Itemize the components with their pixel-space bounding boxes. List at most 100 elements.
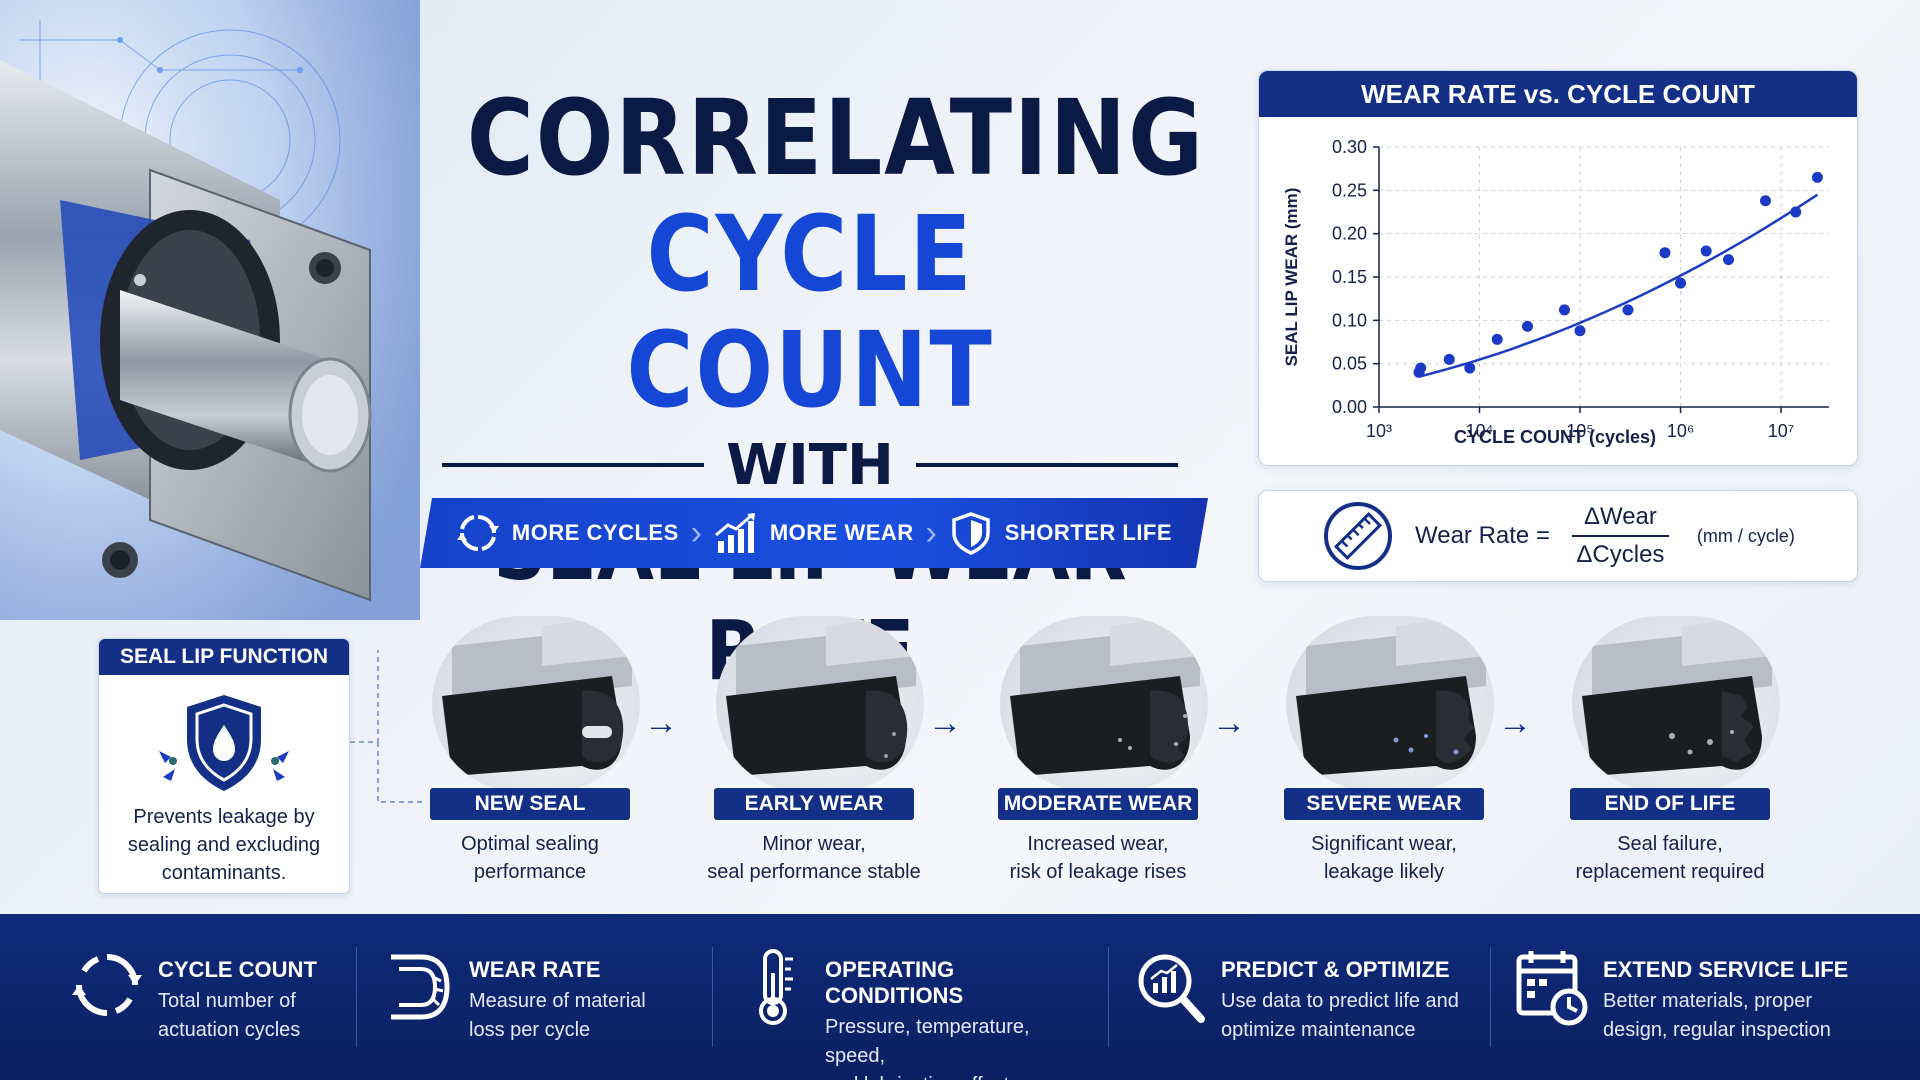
ribbon-item-more-wear: MORE WEAR (714, 511, 914, 555)
ribbon-item-more-cycles: MORE CYCLES (456, 511, 679, 555)
data-point (1415, 362, 1427, 374)
factor-text: Total number of actuation cycles (158, 987, 317, 1045)
factor-text: Use data to predict life and optimize ma… (1221, 987, 1459, 1045)
stage-label: NEW SEAL (430, 788, 630, 820)
stage-moderate-wear: MODERATE WEAR Increased wear, risk of le… (982, 616, 1222, 896)
shield-icon (949, 511, 993, 555)
stage-severe-wear: SEVERE WEAR Significant wear, leakage li… (1268, 616, 1508, 896)
formula-unit: (mm / cycle) (1696, 525, 1795, 546)
title-line-with: WITH (726, 432, 894, 498)
stage-label: MODERATE WEAR (998, 788, 1198, 820)
data-point (1759, 195, 1771, 207)
factor-text-line1: Pressure, temperature, speed, (825, 1016, 1030, 1067)
ribbon-label-more-wear: MORE WEAR (769, 520, 914, 545)
stage-desc-line2: replacement required (1575, 861, 1765, 883)
factor-text-line2: and lubrication affect wear (825, 1071, 1084, 1080)
stage-desc-line2: risk of leakage rises (1009, 861, 1187, 883)
formula-denominator: ΔCycles (1576, 541, 1665, 568)
y-tick-label: 0.30 (1332, 137, 1367, 157)
y-tick-label: 0.00 (1332, 397, 1367, 417)
data-point (1622, 304, 1634, 316)
y-tick-label: 0.20 (1332, 224, 1367, 244)
seal-photo-end-of-life (1572, 616, 1780, 792)
formula-label: Wear Rate = (1415, 522, 1550, 549)
data-point (1700, 245, 1712, 257)
stage-description: Significant wear, leakage likely (1268, 830, 1500, 886)
connector-line (350, 650, 424, 803)
magnifier-chart-icon (1138, 954, 1205, 1023)
stage-desc-line1: Minor wear, (762, 833, 866, 855)
chart-points (1413, 171, 1823, 378)
stage-arrow-icon: → (644, 704, 678, 742)
data-point (1521, 320, 1533, 332)
factor-title: OPERATING CONDITIONS (825, 957, 964, 1008)
calendar-clock-icon (1516, 951, 1588, 1026)
y-axis-label: SEAL LIP WEAR (mm) (1282, 188, 1301, 367)
title-rule-left (442, 463, 705, 467)
main-title: CORRELATING CYCLE COUNT WITH SEAL LIP WE… (420, 77, 1205, 702)
x-tick-label: 10³ (1366, 421, 1392, 441)
stage-label: END OF LIFE (1570, 788, 1770, 820)
function-card-text: Prevents leakage by sealing and excludin… (127, 806, 321, 884)
function-card-title: SEAL LIP FUNCTION (99, 639, 349, 675)
stage-desc-line2: leakage likely (1323, 861, 1445, 883)
wear-chart-panel: WEAR RATE vs. CYCLE COUNT 0.00 0.05 0.10 0.… (1258, 70, 1858, 466)
factor-cycle-count: CYCLE COUNT Total number of actuation cy… (0, 947, 356, 1047)
data-point (1790, 206, 1802, 218)
title-line-correlating: CORRELATING (466, 77, 1205, 199)
stage-description: Optimal sealing performance (414, 830, 646, 886)
factor-extend-service-life: EXTEND SERVICE LIFE Better materials, pr… (1490, 947, 1920, 1047)
stage-arrow-icon: → (928, 704, 962, 742)
cycle-icon (72, 954, 142, 1016)
ribbon-label-more-cycles: MORE CYCLES (511, 520, 679, 545)
ruler-icon (1324, 502, 1392, 570)
data-point (1464, 362, 1476, 374)
stage-label: EARLY WEAR (714, 788, 914, 820)
stage-label: SEVERE WEAR (1284, 788, 1484, 820)
stage-description: Minor wear, seal performance stable (698, 830, 930, 886)
cylinder-cutaway-illustration (0, 0, 420, 620)
factor-text: Better materials, proper design, regular… (1603, 987, 1848, 1045)
factor-text-line2: design, regular inspection (1603, 1019, 1831, 1041)
data-point (1811, 171, 1823, 183)
x-tick-label: 10⁶ (1667, 421, 1694, 441)
data-point (1675, 277, 1687, 289)
factor-text-line1: Use data to predict life and (1221, 990, 1459, 1012)
factor-text: Pressure, temperature, speed, and lubric… (825, 1013, 1084, 1080)
formula-numerator: ΔWear (1571, 503, 1669, 537)
factor-operating-conditions: OPERATING CONDITIONS Pressure, temperatu… (712, 947, 1108, 1080)
stage-new-seal: NEW SEAL Optimal sealing performance (414, 616, 654, 896)
formula-fraction: ΔWear ΔCycles (1571, 503, 1669, 569)
factor-title: WEAR RATE (469, 957, 601, 982)
ribbon-item-shorter-life: SHORTER LIFE (949, 511, 1172, 555)
key-factors-strip: CYCLE COUNT Total number of actuation cy… (0, 914, 1920, 1080)
stage-desc-line1: Increased wear, (1027, 833, 1169, 855)
title-line-cycle-count: CYCLE COUNT (626, 193, 994, 431)
factor-wear-rate: WEAR RATE Measure of material loss per c… (356, 947, 712, 1047)
factor-text: Measure of material loss per cycle (469, 987, 646, 1045)
data-point (1443, 353, 1455, 365)
stage-description: Seal failure, replacement required (1554, 830, 1786, 886)
title-rule-right (915, 463, 1179, 467)
cycle-arrows-icon (456, 511, 500, 555)
factor-text-line2: actuation cycles (158, 1019, 301, 1041)
factor-text-line1: Better materials, proper (1603, 990, 1812, 1012)
y-tick-label: 0.10 (1332, 310, 1367, 330)
chart-ticks: 0.00 0.05 0.10 0.15 0.20 0.25 0.30 10³ 10⁴ 10⁵ 10⁶… (1332, 137, 1794, 441)
ribbon-label-shorter-life: SHORTER LIFE (1004, 520, 1173, 545)
chart-trendline (1418, 193, 1819, 378)
y-tick-label: 0.25 (1332, 180, 1367, 200)
data-point (1558, 304, 1570, 316)
factor-text-line2: optimize maintenance (1221, 1019, 1416, 1041)
stage-desc-line1: Seal failure, (1617, 833, 1723, 855)
ribbon-chevron: › (925, 513, 937, 552)
y-tick-label: 0.05 (1332, 354, 1367, 374)
wear-scatter-chart: 0.00 0.05 0.10 0.15 0.20 0.25 0.30 10³ 10⁴ 10⁵ 10⁶… (1282, 137, 1829, 447)
shield-droplet-icon (159, 695, 289, 791)
rising-bars-icon (714, 511, 758, 555)
thermometer-icon (759, 949, 793, 1025)
seal-lip-function-card: SEAL LIP FUNCTION Prevents leakage by se… (98, 638, 350, 894)
x-tick-label: 10⁴ (1466, 421, 1494, 441)
data-point (1574, 325, 1586, 337)
stage-arrow-icon: → (1212, 704, 1246, 742)
